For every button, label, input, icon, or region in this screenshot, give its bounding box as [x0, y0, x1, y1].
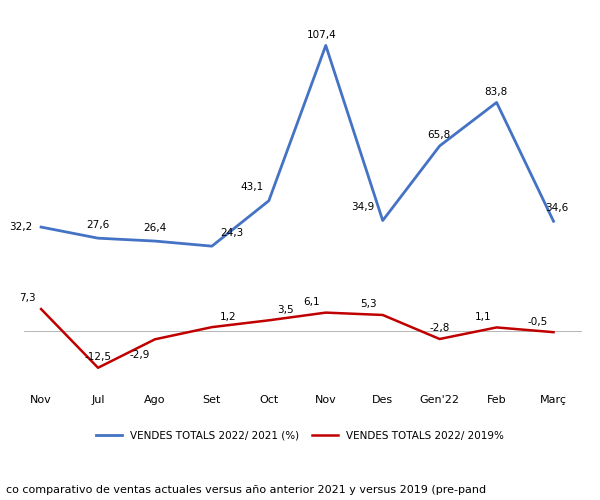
Text: 3,5: 3,5: [277, 305, 294, 315]
Text: -2,9: -2,9: [129, 350, 149, 360]
Text: 34,9: 34,9: [351, 202, 374, 212]
Text: 43,1: 43,1: [240, 182, 263, 192]
Text: -0,5: -0,5: [528, 316, 548, 326]
Text: -12,5: -12,5: [85, 352, 112, 362]
Text: 24,3: 24,3: [220, 228, 244, 238]
Text: 107,4: 107,4: [307, 30, 337, 40]
Text: 5,3: 5,3: [361, 300, 377, 310]
Text: 27,6: 27,6: [86, 220, 110, 230]
Text: 34,6: 34,6: [545, 203, 568, 213]
Text: 26,4: 26,4: [143, 222, 167, 232]
Legend: VENDES TOTALS 2022/ 2021 (%), VENDES TOTALS 2022/ 2019%: VENDES TOTALS 2022/ 2021 (%), VENDES TOT…: [92, 426, 508, 445]
Text: 83,8: 83,8: [484, 87, 508, 97]
Text: 32,2: 32,2: [10, 222, 33, 232]
Text: 1,1: 1,1: [475, 312, 491, 322]
Text: 6,1: 6,1: [304, 297, 320, 307]
Text: -2,8: -2,8: [430, 324, 450, 334]
Text: 7,3: 7,3: [19, 294, 35, 304]
Text: co comparativo de ventas actuales versus año anterior 2021 y versus 2019 (pre-pa: co comparativo de ventas actuales versus…: [6, 485, 486, 495]
Text: 1,2: 1,2: [220, 312, 237, 322]
Text: 65,8: 65,8: [428, 130, 451, 140]
